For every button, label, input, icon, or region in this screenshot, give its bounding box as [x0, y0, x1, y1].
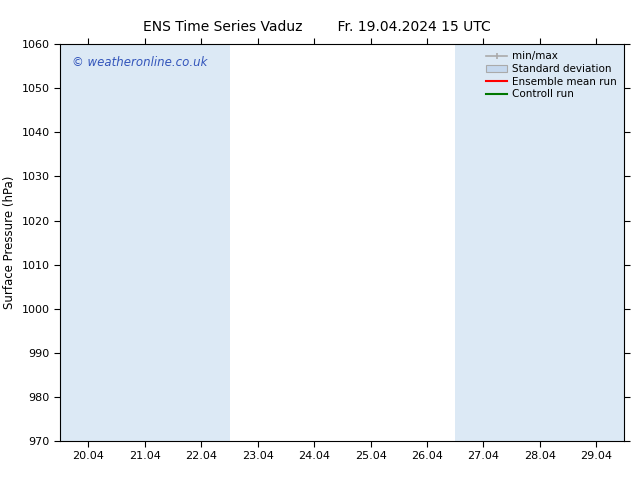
Text: ENS Time Series Vaduz        Fr. 19.04.2024 15 UTC: ENS Time Series Vaduz Fr. 19.04.2024 15 … — [143, 20, 491, 34]
Bar — [117, 44, 173, 441]
Legend: min/max, Standard deviation, Ensemble mean run, Controll run: min/max, Standard deviation, Ensemble me… — [484, 49, 619, 101]
Bar — [173, 44, 230, 441]
Bar — [60, 44, 117, 441]
Y-axis label: Surface Pressure (hPa): Surface Pressure (hPa) — [3, 176, 16, 309]
Bar — [455, 44, 512, 441]
Text: © weatheronline.co.uk: © weatheronline.co.uk — [72, 56, 207, 69]
Bar — [568, 44, 624, 441]
Bar — [512, 44, 568, 441]
